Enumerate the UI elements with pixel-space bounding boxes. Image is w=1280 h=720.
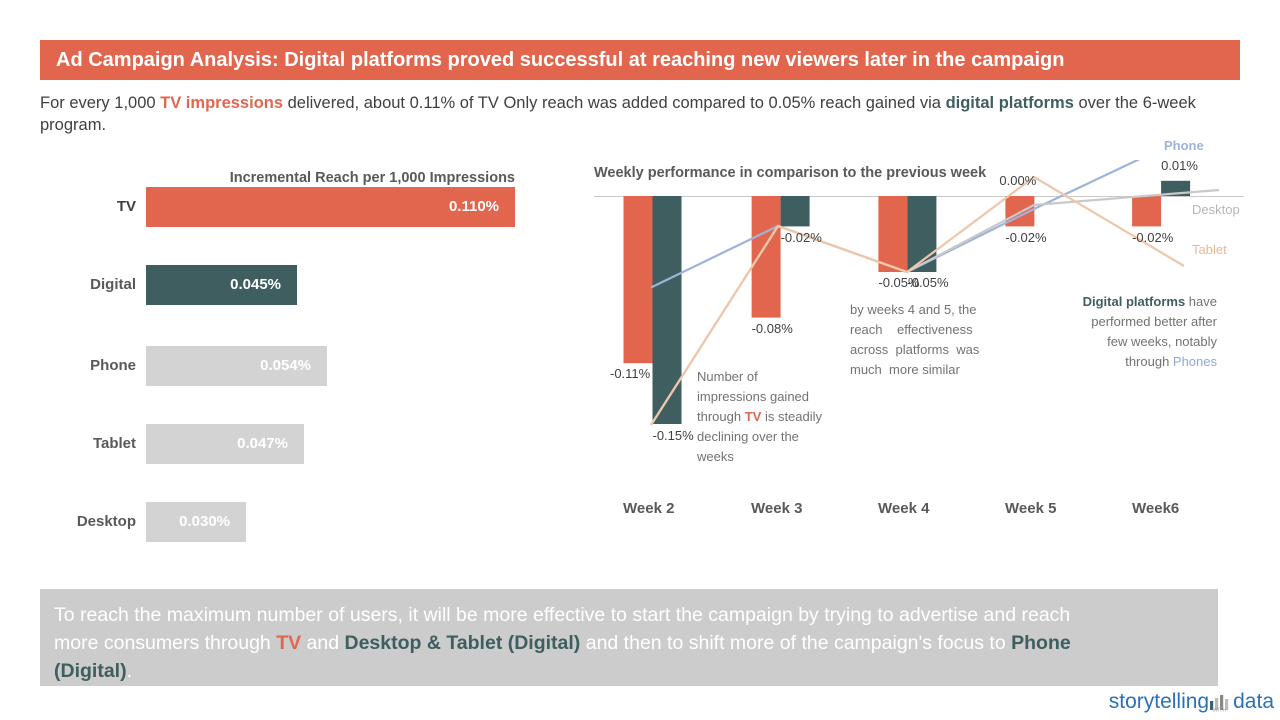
svg-text:WITH: WITH	[1213, 708, 1227, 714]
